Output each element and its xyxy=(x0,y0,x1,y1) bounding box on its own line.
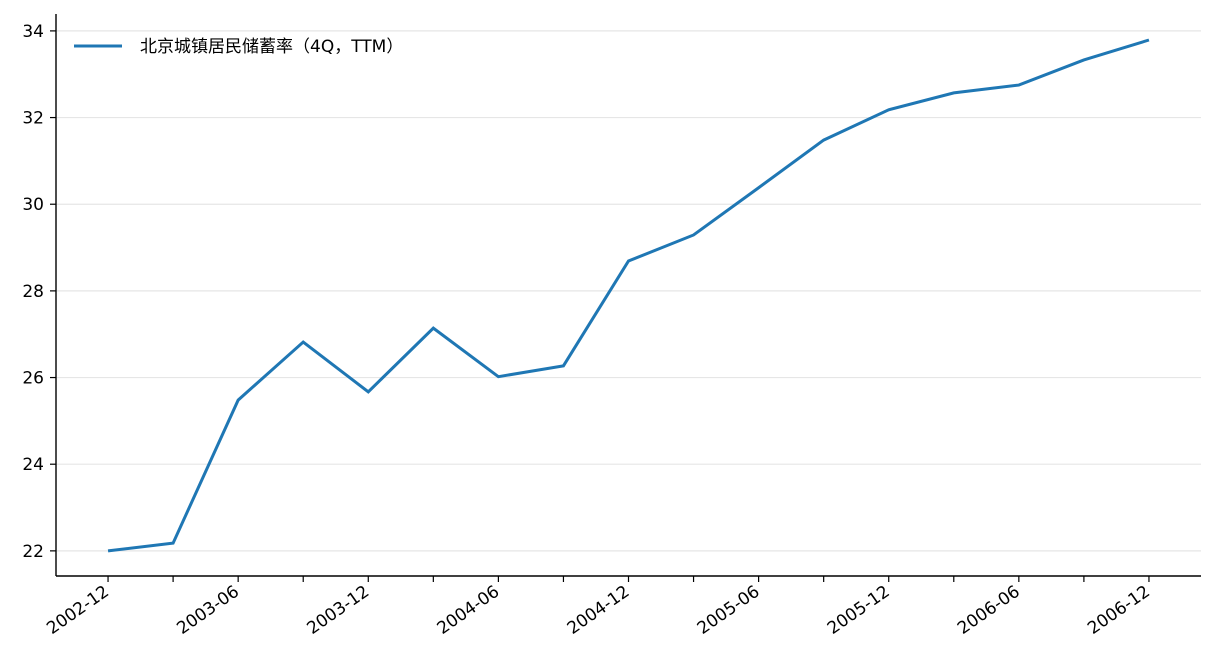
x-tick-label: 2003-06 xyxy=(173,582,243,639)
x-tick-label: 2006-06 xyxy=(954,582,1024,639)
x-tick-label: 2005-12 xyxy=(824,582,894,639)
legend-label: 北京城镇居民储蓄率（4Q，TTM） xyxy=(140,37,403,57)
y-tick-label: 34 xyxy=(22,22,44,42)
y-tick-label: 32 xyxy=(22,109,44,129)
y-tick-label: 30 xyxy=(22,195,44,215)
y-tick-label: 28 xyxy=(22,282,44,302)
x-tick-label: 2005-06 xyxy=(694,582,764,639)
x-tick-label: 2003-12 xyxy=(303,582,373,639)
x-tick-label: 2002-12 xyxy=(43,582,113,639)
x-tick-label: 2006-12 xyxy=(1084,582,1154,639)
x-tick-label: 2004-06 xyxy=(434,582,504,639)
x-tick-label: 2004-12 xyxy=(564,582,634,639)
line xyxy=(107,38,1150,553)
y-tick-label: 22 xyxy=(22,542,44,562)
y-tick-label: 24 xyxy=(22,455,44,475)
y-tick-label: 26 xyxy=(22,369,44,389)
